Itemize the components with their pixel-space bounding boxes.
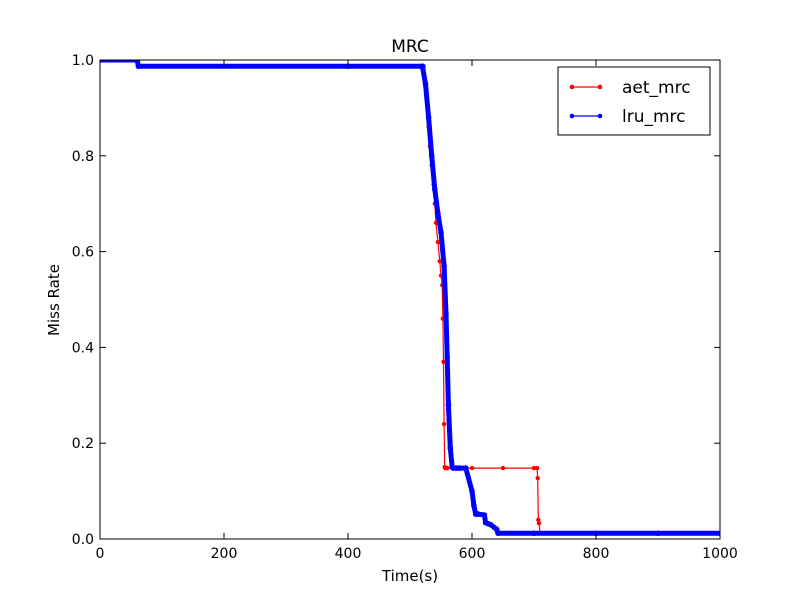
chart-title: MRC xyxy=(391,37,429,57)
plot-area xyxy=(100,60,720,537)
y-tick-label: 0.2 xyxy=(72,436,94,452)
series-lru_mrc xyxy=(100,60,720,537)
data-point xyxy=(535,475,540,481)
data-point xyxy=(447,445,454,451)
legend-marker xyxy=(569,84,575,90)
x-tick-label: 400 xyxy=(335,546,362,562)
data-point xyxy=(134,60,140,63)
x-tick-label: 800 xyxy=(583,546,610,562)
data-point xyxy=(536,520,542,526)
data-point xyxy=(345,63,351,70)
data-point xyxy=(438,229,444,236)
data-point xyxy=(428,153,435,159)
y-axis-label: Miss Rate xyxy=(45,264,63,336)
legend-label: aet_mrc xyxy=(622,78,691,98)
data-point xyxy=(100,60,103,63)
axis-ticks: 0 200 400 600 800 1000 0.0 0.2 0.4 0.6 0.8 1.0 xyxy=(72,53,738,562)
y-tick-label: 0.0 xyxy=(72,532,94,548)
data-point xyxy=(422,81,429,87)
y-tick-label: 0.6 xyxy=(72,245,94,261)
data-point xyxy=(500,465,506,471)
y-tick-label: 0.8 xyxy=(72,149,94,165)
data-point xyxy=(469,488,475,494)
data-point xyxy=(425,114,432,121)
data-point xyxy=(445,402,452,408)
legend-marker xyxy=(597,84,603,90)
data-point xyxy=(717,530,720,537)
legend-marker xyxy=(597,113,603,119)
legend-box xyxy=(557,66,711,136)
x-tick-label: 600 xyxy=(459,546,486,562)
data-point xyxy=(437,258,442,264)
x-tick-label: 200 xyxy=(211,546,238,562)
y-tick-label: 1.0 xyxy=(72,53,94,69)
data-point xyxy=(441,359,446,364)
x-tick-label: 1000 xyxy=(702,546,738,562)
data-point xyxy=(495,530,501,537)
data-point xyxy=(441,263,447,269)
legend-marker xyxy=(569,113,575,119)
data-point xyxy=(432,186,438,193)
data-point xyxy=(655,530,661,537)
data-point xyxy=(463,465,469,471)
data-point xyxy=(487,521,494,528)
x-axis-label: Time(s) xyxy=(381,567,438,585)
data-point xyxy=(435,210,441,217)
legend-entry: lru_mrc xyxy=(569,107,686,127)
data-point xyxy=(419,63,426,70)
data-point xyxy=(531,465,537,471)
data-point xyxy=(444,354,451,360)
legend-label: lru_mrc xyxy=(622,107,686,127)
data-point xyxy=(471,502,477,509)
data-point xyxy=(443,311,449,317)
x-tick-label: 0 xyxy=(96,546,105,562)
data-point xyxy=(441,421,447,427)
legend-entry: aet_mrc xyxy=(569,78,691,98)
data-point xyxy=(475,511,482,517)
data-point xyxy=(536,517,541,523)
data-point xyxy=(534,465,540,471)
plot-frame xyxy=(99,59,721,540)
data-point xyxy=(135,63,142,70)
data-point xyxy=(445,465,450,471)
legend: aet_mrc lru_mrc xyxy=(557,66,711,136)
data-point xyxy=(481,512,488,518)
data-point xyxy=(531,530,537,537)
data-point xyxy=(435,239,441,245)
data-point xyxy=(469,465,475,471)
data-point xyxy=(456,465,463,471)
y-tick-label: 0.4 xyxy=(72,340,94,356)
